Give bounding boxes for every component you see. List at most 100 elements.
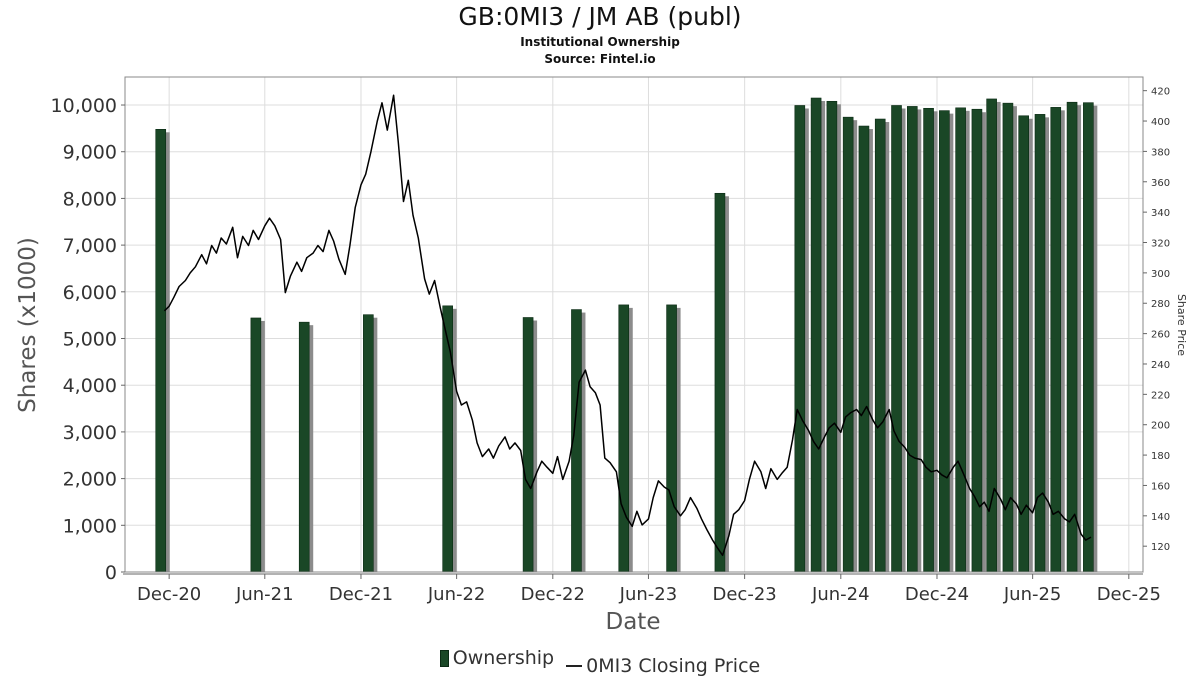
legend-item-price: 0MI3 Closing Price	[560, 655, 760, 677]
bar	[1018, 115, 1029, 573]
x-tick-label: Jun-23	[619, 584, 678, 605]
ownership-bar	[1034, 114, 1049, 573]
ownership-bar	[155, 129, 170, 573]
y-tick-label: 9,000	[63, 142, 117, 164]
x-tick-label: Dec-23	[713, 584, 777, 605]
bar	[522, 317, 534, 573]
ownership-bar	[891, 105, 906, 573]
ownership-bar	[955, 107, 970, 573]
bar	[442, 305, 453, 573]
x-tick-label: Dec-25	[1097, 584, 1161, 605]
y2-tick-label: 360	[1151, 178, 1170, 189]
bar	[939, 110, 950, 573]
bar	[1066, 101, 1078, 573]
ownership-bar	[714, 192, 729, 573]
ownership-bar	[1018, 115, 1033, 573]
y-tick-label: 3,000	[63, 422, 117, 444]
chart-subtitle: Institutional Ownership	[520, 35, 680, 49]
bar	[891, 105, 902, 573]
y2-tick-label: 380	[1151, 147, 1170, 158]
y2-axis-label: Share Price	[1175, 294, 1188, 356]
y2-tick-label: 420	[1151, 87, 1170, 98]
bar	[906, 106, 918, 573]
y2-tick-label: 340	[1151, 208, 1170, 219]
ownership-bar	[842, 116, 858, 573]
ownership-bar	[1083, 102, 1098, 573]
y2-tick-label: 140	[1151, 512, 1170, 523]
bar	[155, 129, 167, 573]
bar	[1002, 102, 1014, 573]
price-line	[163, 94, 1092, 557]
ownership-bar	[1066, 101, 1082, 573]
bar	[810, 97, 822, 573]
y2-tick-label: 280	[1151, 299, 1170, 310]
chart-legend: Ownership 0MI3 Closing Price	[0, 647, 1200, 677]
y2-tick-label: 200	[1151, 421, 1170, 432]
y-axis-left: 0 1,000 2,000 3,000 4,000 5,000 6,000 7,000 8,00…	[51, 95, 125, 584]
y-tick-label: 0	[105, 562, 117, 584]
ownership-bar	[906, 106, 922, 573]
bar	[874, 118, 886, 573]
bar	[363, 314, 374, 573]
plot-frame	[123, 76, 1144, 575]
price-line-layer	[163, 94, 1092, 557]
y-tick-label: 10,000	[51, 95, 117, 117]
chart-source: Source: Fintel.io	[544, 52, 656, 66]
ownership-bar	[250, 317, 265, 573]
x-tick-label: Dec-24	[905, 584, 969, 605]
ownership-bar	[442, 305, 457, 573]
y-tick-label: 5,000	[63, 329, 117, 351]
x-axis: Dec-20 Jun-21 Dec-21 Jun-22 Dec-22 Jun-23 Dec-…	[137, 574, 1161, 605]
x-tick-label: Jun-22	[427, 584, 486, 605]
y2-tick-label: 260	[1151, 330, 1170, 341]
y2-tick-label: 320	[1151, 239, 1170, 250]
bar	[1034, 114, 1046, 573]
plot-border	[124, 76, 1144, 573]
x-tick-label: Dec-21	[329, 584, 393, 605]
bar	[1083, 102, 1094, 573]
y2-tick-label: 220	[1151, 390, 1170, 401]
ownership-bar	[939, 110, 954, 573]
bar	[842, 116, 854, 573]
bar	[794, 105, 806, 573]
bar	[714, 192, 726, 573]
bar	[250, 317, 262, 573]
y2-tick-label: 300	[1151, 269, 1170, 280]
ownership-bar	[874, 118, 890, 573]
y-tick-label: 4,000	[63, 375, 117, 397]
y2-tick-label: 160	[1151, 481, 1170, 492]
bar	[955, 107, 966, 573]
x-tick-label: Jun-25	[1003, 584, 1062, 605]
legend-swatch-line	[566, 664, 583, 667]
y-tick-label: 8,000	[63, 188, 117, 210]
ownership-bar	[1050, 107, 1065, 573]
ownership-bar	[363, 314, 378, 573]
ownership-bar	[923, 107, 938, 573]
y-axis-right: 120 140 160 180 200 220 240 260 280 300 320 340 360 3…	[1143, 87, 1170, 553]
bar	[298, 321, 310, 573]
ownership-bar	[826, 100, 841, 573]
bar	[1050, 107, 1062, 573]
ownership-bar	[522, 317, 538, 573]
x-tick-label: Jun-24	[811, 584, 870, 605]
x-tick-label: Dec-22	[521, 584, 585, 605]
x-tick-label: Dec-20	[137, 584, 201, 605]
y-axis-label: Shares (x1000)	[15, 237, 41, 413]
ownership-bar	[858, 125, 873, 573]
y-tick-label: 7,000	[63, 235, 117, 257]
legend-item-ownership: Ownership	[439, 647, 555, 669]
chart-title: GB:0MI3 / JM AB (publ)	[458, 2, 742, 31]
y2-tick-label: 400	[1151, 117, 1170, 128]
ownership-bars	[155, 97, 1098, 573]
y-tick-label: 2,000	[63, 469, 117, 491]
bar	[858, 125, 870, 573]
ownership-bar	[298, 321, 314, 573]
y-tick-label: 6,000	[63, 282, 117, 304]
x-tick-label: Jun-21	[235, 584, 294, 605]
ownership-bar	[986, 98, 1001, 573]
legend-swatch-bar	[439, 649, 449, 667]
legend-label-ownership: Ownership	[452, 647, 555, 669]
x-axis-label: Date	[606, 609, 661, 635]
bar	[618, 304, 630, 573]
